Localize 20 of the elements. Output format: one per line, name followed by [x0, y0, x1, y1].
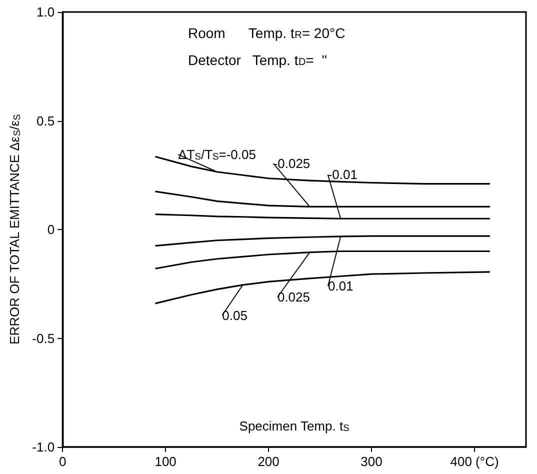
x-tick-label: 200	[258, 454, 280, 469]
series-label: ΔTS/TS=-0.05	[178, 146, 256, 162]
y-tick-label: 1.0	[36, 4, 55, 20]
annotation: Room Temp. tR= 20°C	[188, 25, 346, 41]
text: 0.01	[328, 278, 354, 294]
series-label: 0.05	[222, 308, 248, 323]
text: -0.01	[328, 167, 358, 182]
y-tick-label: -1.0	[32, 440, 55, 454]
text: -0.025	[273, 156, 310, 171]
text: 0.025	[277, 290, 310, 305]
x-tick-label: 300	[360, 454, 382, 469]
x-tick-label: 400 (°C)	[450, 454, 499, 469]
y-tick-label: -0.5	[32, 330, 55, 346]
y-axis-title: ERROR OF TOTAL EMITTANCE ΔεS/εS	[7, 114, 22, 344]
y-tick-label: 0	[47, 222, 55, 237]
x-tick-label: 0	[58, 454, 66, 469]
x-axis-title: Specimen Temp. tS	[239, 418, 350, 434]
annotation: Detector Temp. tD= ''	[188, 52, 328, 68]
y-tick-label: 0.5	[36, 113, 55, 128]
x-tick-label: 100	[154, 454, 176, 469]
